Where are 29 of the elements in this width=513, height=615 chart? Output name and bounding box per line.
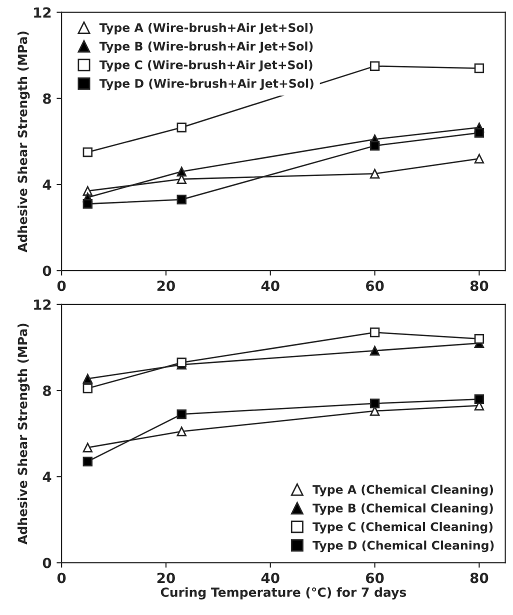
x-axis-title: Curing Temperature (°C) for 7 days [160, 587, 406, 600]
legend-label: Type B (Chemical Cleaning) [312, 503, 493, 515]
x-tick-label: 40 [261, 572, 280, 584]
legend-label: Type D (Wire-brush+Air Jet+Sol) [99, 78, 314, 90]
x-tick-label: 0 [57, 280, 66, 292]
x-tick-label: 60 [366, 280, 384, 292]
x-tick-label: 0 [57, 572, 66, 584]
legend-label: Type B (Wire-brush+Air Jet+Sol) [99, 42, 313, 54]
x-tick-label: 80 [470, 280, 488, 292]
legend-label: Type C (Chemical Cleaning) [312, 522, 493, 534]
x-tick-label: 20 [157, 280, 175, 292]
y-tick-label: 8 [43, 93, 51, 104]
x-tick-label: 20 [157, 572, 175, 584]
y-tick-label: 0 [42, 266, 52, 276]
y-tick-label: 8 [43, 385, 51, 396]
x-tick-label: 40 [261, 280, 280, 292]
x-tick-label: 80 [470, 572, 488, 584]
x-tick-label: 60 [366, 572, 384, 584]
legend-label: Type A (Wire-brush+Air Jet+Sol) [99, 22, 313, 34]
y-axis-title: Adhesive Shear Strength (MPa) [18, 32, 30, 252]
legend-label: Type D (Chemical Cleaning) [312, 540, 494, 552]
y-tick-label: 4 [42, 472, 52, 482]
y-tick-label: 0 [42, 558, 52, 568]
legend-label: Type A (Chemical Cleaning) [312, 484, 493, 496]
legend-label: Type C (Wire-brush+Air Jet+Sol) [99, 60, 312, 72]
y-tick-label: 12 [34, 299, 51, 310]
y-tick-label: 12 [34, 7, 51, 18]
y-axis-title: Adhesive Shear Strength (MPa) [18, 324, 30, 544]
y-tick-label: 4 [42, 180, 52, 190]
